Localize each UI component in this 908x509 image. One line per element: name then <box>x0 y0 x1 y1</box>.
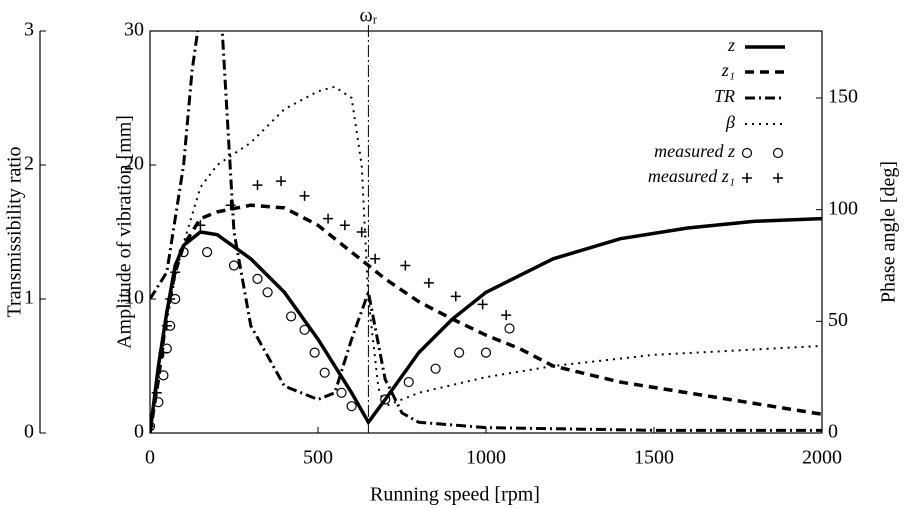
y3-tick-label: 3 <box>24 19 34 41</box>
marker <box>286 311 297 322</box>
y3-tick-label: 1 <box>24 287 34 309</box>
marker <box>480 347 492 358</box>
marker <box>400 260 411 271</box>
marker <box>262 287 273 298</box>
x-tick-label: 2000 <box>802 447 842 469</box>
marker <box>161 320 172 331</box>
marker <box>454 347 465 358</box>
marker <box>299 190 310 201</box>
marker <box>319 367 330 378</box>
marker <box>450 291 461 302</box>
legend-marker <box>741 147 753 159</box>
marker <box>195 220 206 231</box>
legend-label: TR <box>714 86 735 106</box>
marker <box>252 180 263 191</box>
marker <box>504 323 515 334</box>
legend-label: measured z <box>654 141 735 161</box>
x-tick-label: 500 <box>303 447 333 469</box>
marker <box>501 310 512 321</box>
marker <box>477 299 488 310</box>
marker <box>339 220 350 231</box>
x-tick-label: 1000 <box>466 447 506 469</box>
marker <box>150 421 155 432</box>
marker <box>309 347 320 358</box>
marker <box>170 267 181 278</box>
marker <box>158 370 169 381</box>
marker <box>178 247 189 258</box>
legend-label: measured z₁ <box>648 166 735 186</box>
y2-tick-label: 150 <box>828 86 858 108</box>
series-line <box>150 203 822 433</box>
marker <box>252 273 263 284</box>
y-tick-label: 0 <box>134 421 144 443</box>
legend-marker <box>742 173 752 183</box>
series-line <box>150 85 822 433</box>
legend-label: β <box>725 112 735 132</box>
marker <box>228 260 240 271</box>
marker <box>151 387 162 398</box>
marker <box>423 277 434 288</box>
x-tick-label: 1500 <box>634 447 674 469</box>
y2-tick-label: 50 <box>828 309 848 331</box>
plot-area <box>150 31 822 433</box>
marker <box>370 253 381 264</box>
marker <box>153 397 164 408</box>
y2-tick-label: 0 <box>828 421 838 443</box>
y2-tick-label: 100 <box>828 197 858 219</box>
marker <box>430 363 441 374</box>
series-line <box>150 31 822 432</box>
marker <box>380 394 391 405</box>
y-tick-label: 10 <box>124 287 144 309</box>
y-tick-label: 30 <box>124 19 144 41</box>
y3-tick-label: 2 <box>24 153 34 175</box>
marker <box>165 294 176 304</box>
marker <box>403 376 414 388</box>
marker <box>225 200 236 211</box>
legend-marker <box>773 173 783 183</box>
marker <box>356 227 367 237</box>
marker <box>336 387 347 398</box>
y3-tick-label: 0 <box>24 421 34 443</box>
legend-label: z <box>727 35 735 55</box>
marker <box>276 176 287 187</box>
marker <box>158 347 169 358</box>
marker <box>346 401 357 412</box>
series-line <box>150 216 822 433</box>
resonance-label: ωᵣ <box>360 5 378 27</box>
marker <box>323 213 334 224</box>
legend-label: z₁ <box>721 60 735 80</box>
x-axis-title: Running speed [rpm] <box>370 484 540 506</box>
x-tick-label: 0 <box>145 447 155 469</box>
y2-axis-title: Phase angle [deg] <box>878 161 900 303</box>
legend-marker <box>772 147 784 159</box>
marker <box>202 247 213 258</box>
y-tick-label: 20 <box>124 153 144 175</box>
y-axis-title: Amplitude of vibration [mm] <box>114 115 136 349</box>
y3-axis-title: Transmissibility ratio <box>4 147 26 318</box>
marker <box>299 324 310 335</box>
